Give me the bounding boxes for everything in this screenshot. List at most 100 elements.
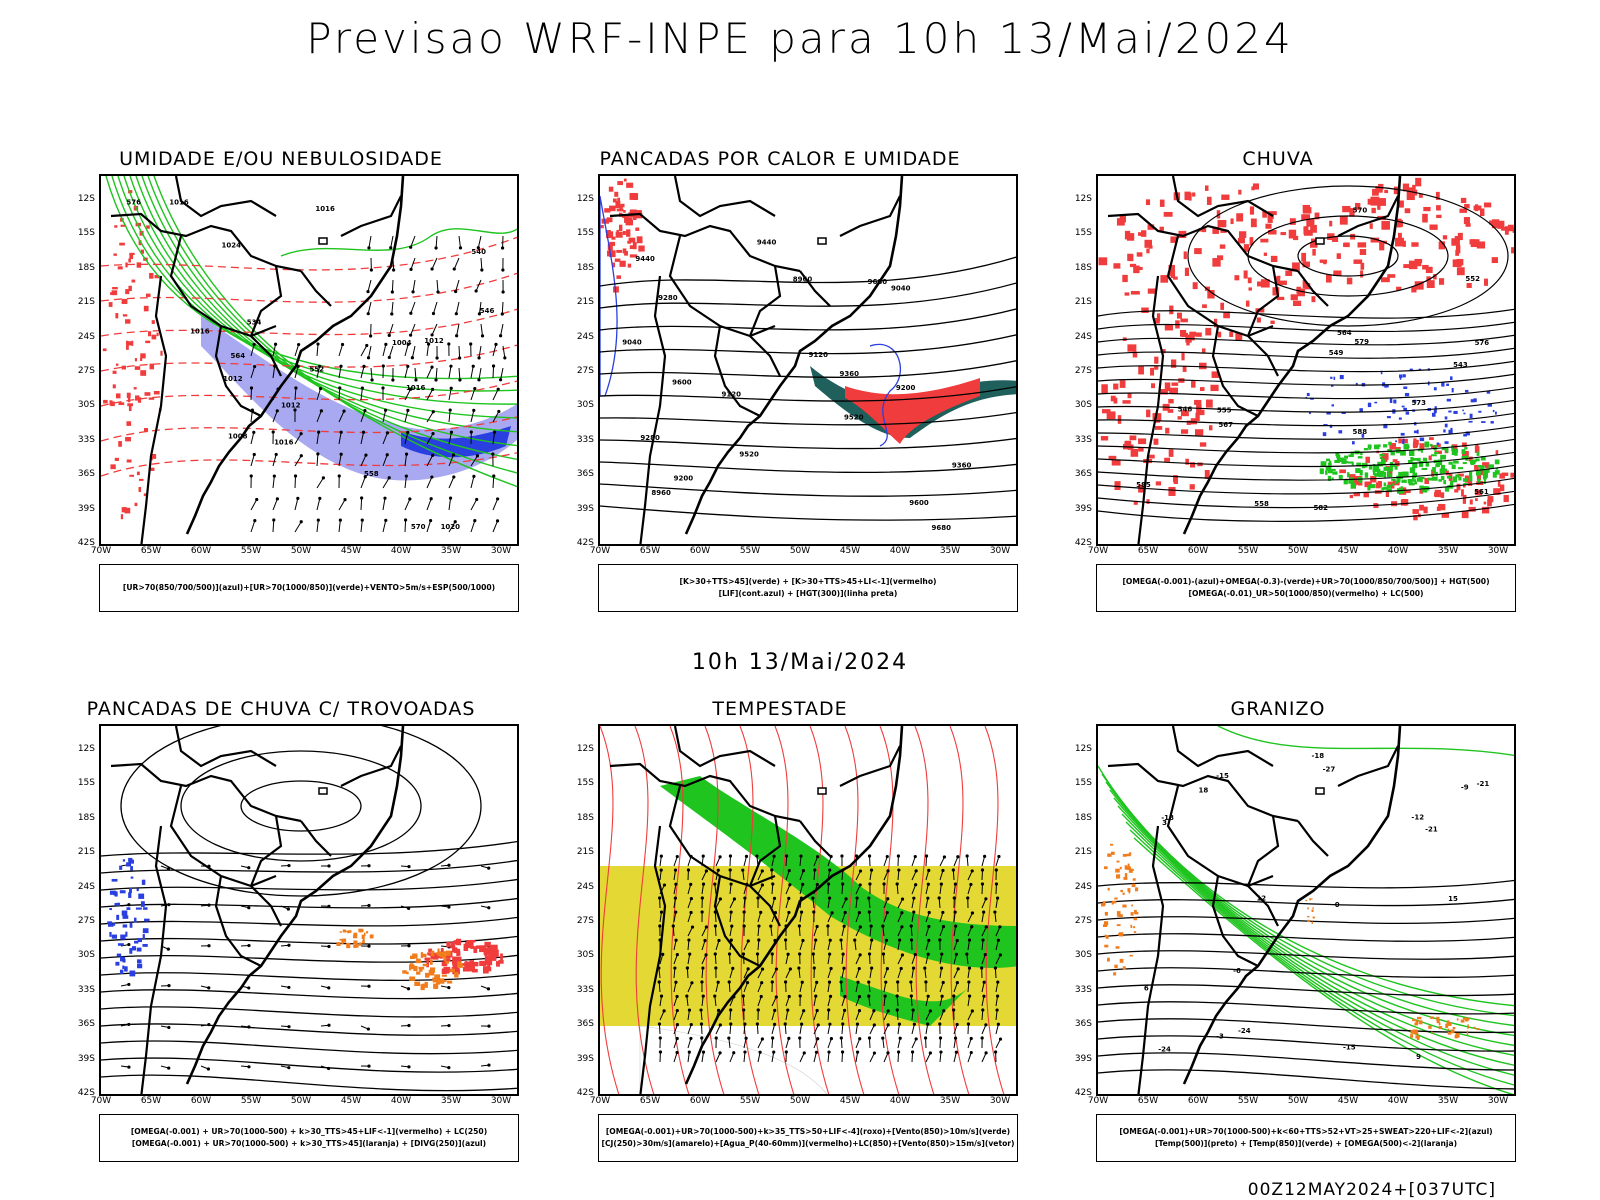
contour-label: -21 <box>1477 780 1490 788</box>
lat-tick-label: 24S <box>1074 331 1092 342</box>
lat-tick-label: 27S <box>77 366 95 376</box>
contour-label: 15 <box>1448 895 1458 903</box>
contour-label: 9440 <box>635 255 655 263</box>
panel-title: PANCADAS DE CHUVA C/ TROVOADAS <box>86 698 476 720</box>
lat-tick-label: 12S <box>1074 744 1092 754</box>
contour-label: 546 <box>1178 406 1193 414</box>
lat-tick-label: 12S <box>576 194 594 204</box>
lon-tick-label: 50W <box>1287 1096 1309 1106</box>
lat-tick-label: 21S <box>576 847 594 858</box>
map-area: 9680 9600 9520 9440 9360 9280 9200 9120 9040 8960… <box>598 174 1018 546</box>
contour-label: 570 <box>411 523 426 531</box>
lon-tick-label: 45W <box>340 546 362 556</box>
lon-tick-label: 60W <box>1187 1096 1209 1106</box>
lat-tick-label: 42S <box>1074 1088 1092 1098</box>
lon-tick-label: 30W <box>989 546 1011 556</box>
contour-label: 9680 <box>868 278 888 286</box>
contour-label: 9040 <box>622 338 642 346</box>
contour-label: 1016 <box>190 328 210 336</box>
contour-label: 1012 <box>281 402 301 410</box>
panel-title: CHUVA <box>1242 148 1314 170</box>
lat-tick-label: 12S <box>77 744 95 754</box>
lat-tick-label: 12S <box>77 194 95 204</box>
map-area: 18 15 12 9 6 3 0 -3 -6 -9 -12 -15 -18 -21 -24 -27 -24 -21… <box>1096 724 1516 1096</box>
lat-tick-label: 18S <box>1074 262 1092 273</box>
lat-tick-label: 12S <box>1074 194 1092 204</box>
lon-tick-label: 55W <box>739 546 761 556</box>
contour-label: 8960 <box>793 275 813 283</box>
lat-tick-label: 42S <box>1074 538 1092 548</box>
contour-label: 3 <box>1162 819 1167 827</box>
contour-label: 588 <box>1353 428 1368 436</box>
panel-pancadas-calor: PANCADAS POR CALOR E UMIDADE 9680 9600 952… <box>560 148 1018 618</box>
lat-tick-label: 27S <box>1074 916 1092 926</box>
contour-label: 1016 <box>274 439 294 447</box>
lat-tick-label: 36S <box>576 1019 594 1030</box>
lat-tick-label: 15S <box>77 228 95 239</box>
lat-tick-label: 24S <box>1074 881 1092 892</box>
lat-tick-label: 27S <box>77 916 95 926</box>
lat-tick-label: 24S <box>77 331 95 342</box>
lon-tick-label: 65W <box>140 546 162 556</box>
lat-tick-label: 36S <box>1074 469 1092 480</box>
lat-tick-label: 30S <box>1074 400 1092 411</box>
contour-label: 552 <box>309 366 324 374</box>
map-canvas <box>101 726 517 1094</box>
lon-tick-label: 55W <box>240 546 262 556</box>
lon-tick-label: 50W <box>290 1096 312 1106</box>
lon-tick-label: 50W <box>789 1096 811 1106</box>
lon-tick-label: 40W <box>1387 1096 1409 1106</box>
lat-tick-label: 33S <box>1074 984 1092 995</box>
legend-line-2: [Temp(500)](preto) + [Temp(850)](verde) … <box>1154 1139 1458 1148</box>
map-canvas <box>600 726 1016 1094</box>
lon-tick-label: 65W <box>1137 546 1159 556</box>
lat-tick-label: 39S <box>77 503 95 514</box>
contour-label: 576 <box>1475 339 1490 347</box>
contour-label: -24 <box>1158 1046 1171 1054</box>
contour-label: 9600 <box>909 499 929 507</box>
contour-label: 9360 <box>840 370 860 378</box>
contour-label: -9 <box>1461 783 1469 791</box>
contour-label: -24 <box>1238 1027 1251 1035</box>
lat-tick-label: 39S <box>576 1053 594 1064</box>
panel-granizo: GRANIZO 18 15 12 9 6 3 0 -3 -6 -9 -12 -15 -18 -21 -24 -… <box>1058 698 1516 1168</box>
legend-line-2: [CJ(250)>30m/s](amarelo)+[Agua_P(40-60mm… <box>601 1139 1015 1148</box>
map-area: 1012 1016 1016 1016 1020 1024 1016 1012 1008 1004… <box>99 174 519 546</box>
contour-label: 9120 <box>722 390 742 398</box>
lat-tick-label: 18S <box>1074 812 1092 823</box>
contour-label: 582 <box>1313 504 1328 512</box>
legend-line-2: [OMEGA(-0.001) + UR>70(1000-500) + k>30_… <box>131 1139 487 1148</box>
lon-tick-label: 30W <box>490 1096 512 1106</box>
lon-tick-label: 45W <box>1337 546 1359 556</box>
map-area: 588 585 582 579 576 573 570 567 564 561 558 555 552 5… <box>1096 174 1516 546</box>
contour-label: 9520 <box>844 414 864 422</box>
contour-label: 1016 <box>406 384 426 392</box>
lon-tick-label: 55W <box>1237 1096 1259 1106</box>
contour-label: 1016 <box>169 199 189 207</box>
lat-tick-label: 42S <box>77 1088 95 1098</box>
panel-legend: [OMEGA(-0.001) + UR>70(1000-500) + k>30_… <box>99 1114 519 1162</box>
lat-tick-label: 36S <box>77 1019 95 1030</box>
lon-tick-label: 70W <box>589 1096 611 1106</box>
contour-label: 9200 <box>896 384 916 392</box>
lon-tick-label: 35W <box>939 1096 961 1106</box>
lon-tick-label: 70W <box>589 546 611 556</box>
lat-tick-label: 27S <box>1074 366 1092 376</box>
lat-tick-label: 42S <box>576 538 594 548</box>
lon-tick-label: 50W <box>789 546 811 556</box>
contour-label: 9200 <box>674 475 694 483</box>
middle-title: 10h 13/Mai/2024 <box>691 650 909 675</box>
run-info-footer: 00Z12MAY2024+[037UTC] <box>1247 1180 1496 1200</box>
legend-line-1: [OMEGA(-0.001)+UR>70(1000-500)+k>35_TTS>… <box>605 1127 1011 1136</box>
legend-line-2: [OMEGA(-0.01)_UR>50(1000/850)(vermelho) … <box>1188 589 1424 598</box>
lon-tick-label: 50W <box>1287 546 1309 556</box>
contour-label: 549 <box>1329 349 1344 357</box>
contour-label: 9600 <box>672 379 692 387</box>
panel-title: GRANIZO <box>1230 698 1326 720</box>
lat-tick-label: 27S <box>576 366 594 376</box>
map-area <box>598 724 1018 1096</box>
contour-label: -12 <box>1411 813 1424 821</box>
lat-tick-label: 33S <box>1074 434 1092 445</box>
lat-tick-label: 24S <box>77 881 95 892</box>
map-canvas: 18 15 12 9 6 3 0 -3 -6 -9 -12 -15 -18 -21 -24 -27 -24 -21… <box>1098 726 1514 1094</box>
